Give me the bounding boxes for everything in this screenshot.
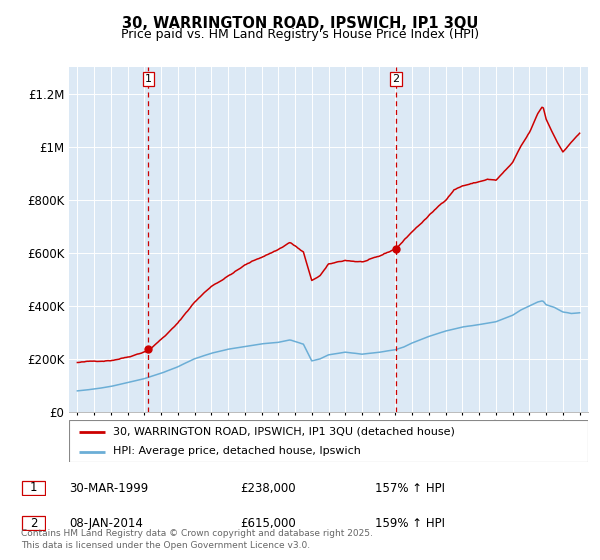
- Text: Price paid vs. HM Land Registry's House Price Index (HPI): Price paid vs. HM Land Registry's House …: [121, 28, 479, 41]
- Text: 30, WARRINGTON ROAD, IPSWICH, IP1 3QU (detached house): 30, WARRINGTON ROAD, IPSWICH, IP1 3QU (d…: [113, 427, 455, 437]
- Text: 157% ↑ HPI: 157% ↑ HPI: [375, 482, 445, 495]
- Text: £615,000: £615,000: [240, 517, 296, 530]
- Text: £238,000: £238,000: [240, 482, 296, 495]
- FancyBboxPatch shape: [69, 420, 588, 462]
- Text: 2: 2: [30, 516, 37, 530]
- Text: 30-MAR-1999: 30-MAR-1999: [69, 482, 148, 495]
- FancyBboxPatch shape: [22, 480, 45, 495]
- Text: 30, WARRINGTON ROAD, IPSWICH, IP1 3QU: 30, WARRINGTON ROAD, IPSWICH, IP1 3QU: [122, 16, 478, 31]
- Text: 1: 1: [30, 481, 37, 494]
- Text: 159% ↑ HPI: 159% ↑ HPI: [375, 517, 445, 530]
- Text: 1: 1: [145, 74, 152, 84]
- FancyBboxPatch shape: [22, 516, 45, 530]
- Text: HPI: Average price, detached house, Ipswich: HPI: Average price, detached house, Ipsw…: [113, 446, 361, 456]
- Text: 2: 2: [392, 74, 400, 84]
- Text: Contains HM Land Registry data © Crown copyright and database right 2025.
This d: Contains HM Land Registry data © Crown c…: [21, 529, 373, 550]
- Text: 08-JAN-2014: 08-JAN-2014: [69, 517, 143, 530]
